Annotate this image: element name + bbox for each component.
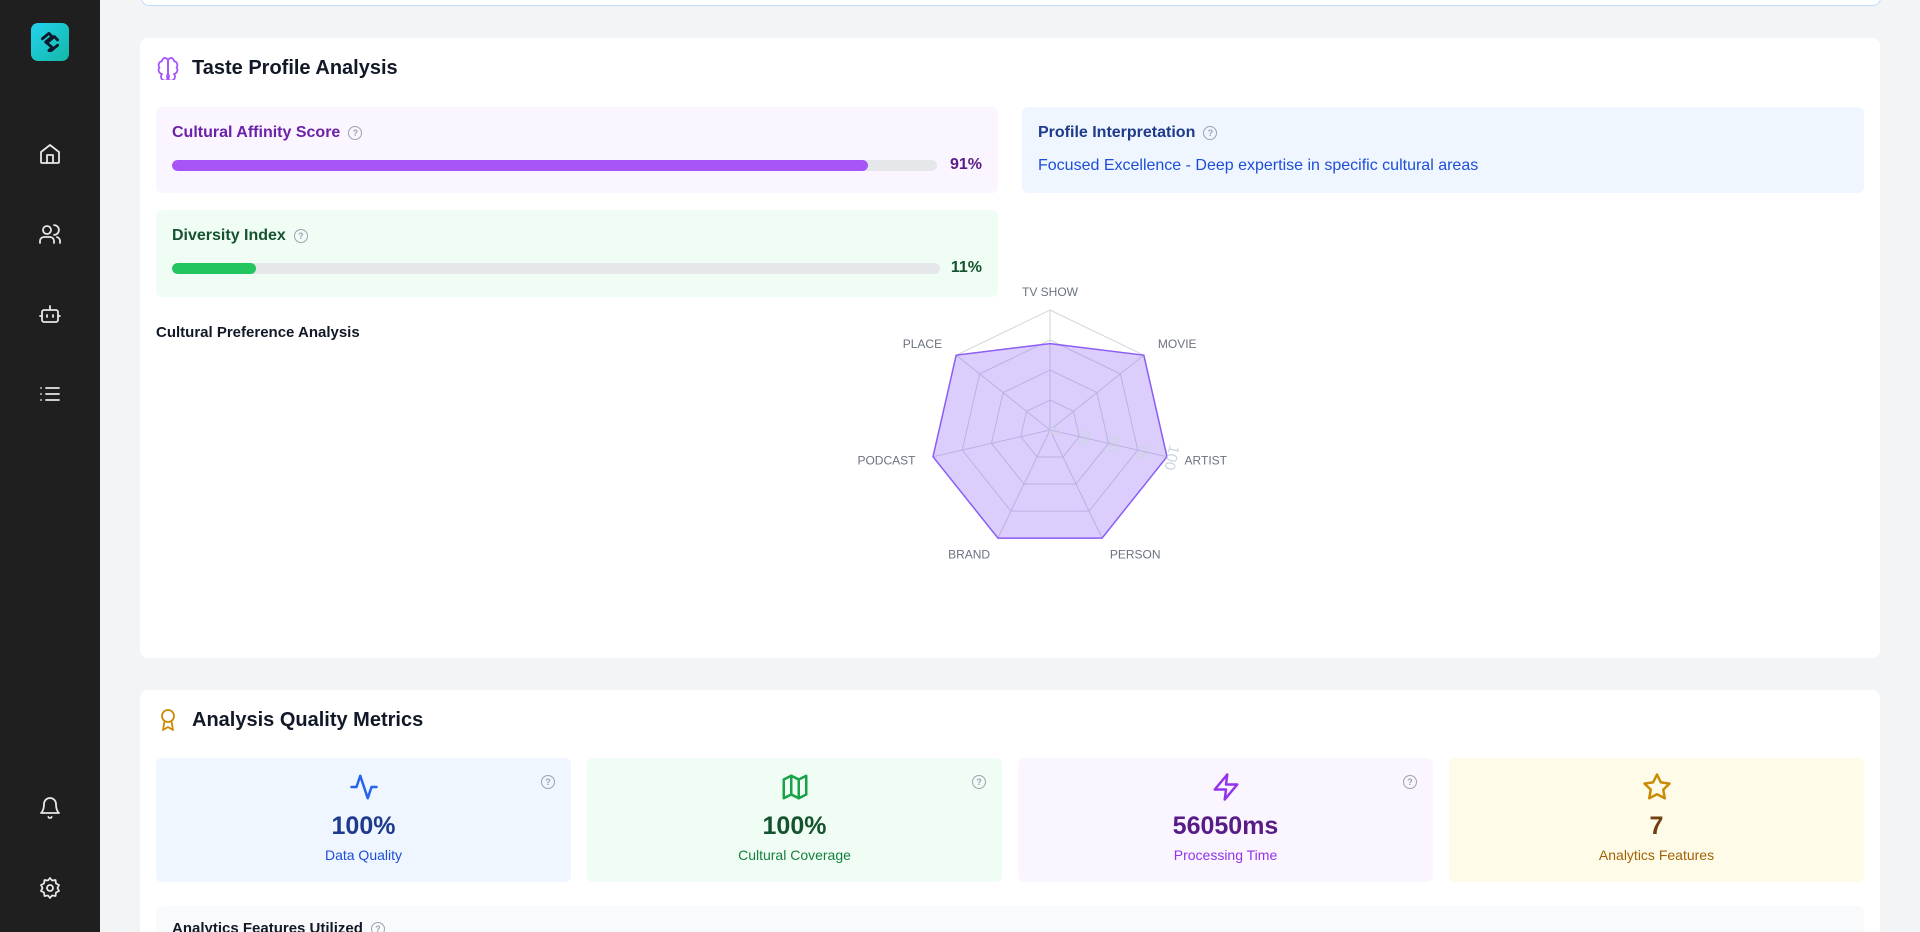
sidebar [0, 0, 100, 932]
profile-interpretation-box: Profile Interpretation ? Focused Excelle… [1022, 107, 1864, 193]
stat-value: 100% [762, 812, 827, 840]
stat-cultural-coverage: 100% Cultural Coverage ? [587, 758, 1002, 882]
help-icon[interactable]: ? [1403, 775, 1417, 789]
radar-axis-label: PERSON [1110, 547, 1161, 561]
radar-spoke [997, 429, 1051, 539]
award-icon [161, 709, 175, 731]
bot-icon[interactable] [36, 300, 64, 328]
features-title: Analytics Features Utilized [172, 920, 363, 932]
zap-icon [1213, 773, 1238, 801]
activity-icon [349, 774, 378, 800]
radar-data-area [932, 342, 1168, 539]
radar-tick-label: 25 [1073, 428, 1093, 448]
stat-data-quality: 100% Data Quality ? [156, 758, 571, 882]
quality-title: Analysis Quality Metrics [192, 708, 424, 731]
stat-value: 56050ms [1172, 812, 1279, 840]
stat-value: 7 [1649, 812, 1664, 840]
diversity-percent: 11% [950, 259, 982, 276]
diversity-bar-track [172, 263, 940, 274]
affinity-percent: 91% [949, 156, 982, 173]
help-icon[interactable]: ? [1203, 126, 1218, 140]
radar-spoke [1049, 429, 1168, 458]
taste-profile-title: Taste Profile Analysis [192, 56, 398, 79]
help-icon[interactable]: ? [348, 126, 363, 140]
settings-icon[interactable] [36, 874, 64, 902]
quality-header: Analysis Quality Metrics [156, 708, 423, 732]
radar-tick-label: 50 [1103, 434, 1123, 454]
radar-spoke [955, 354, 1051, 431]
affinity-bar-fill [172, 160, 869, 171]
affinity-label-row: Cultural Affinity Score ? [172, 124, 363, 142]
star-icon [1642, 773, 1671, 800]
radar-grid-ring [990, 369, 1110, 485]
radar-spoke [1049, 429, 1103, 539]
features-utilized-box: Analytics Features Utilized ? [156, 906, 1864, 932]
main-content: Taste Profile Analysis Cultural Affinity… [100, 0, 1920, 932]
taste-profile-header: Taste Profile Analysis [156, 56, 398, 80]
radar-grid-ring [1020, 399, 1080, 458]
help-icon[interactable]: ? [972, 775, 986, 789]
help-icon[interactable]: ? [370, 921, 385, 932]
users-icon[interactable] [36, 220, 64, 248]
radar-axis-label: PLACE [903, 337, 942, 351]
radar-tick-label: 0 [1045, 425, 1063, 437]
affinity-score-box: Cultural Affinity Score ? 91% [156, 107, 998, 193]
radar-axis-label: ARTIST [1185, 454, 1228, 468]
previous-card-edge [141, 0, 1881, 6]
help-icon[interactable]: ? [293, 229, 308, 243]
stat-label: Processing Time [1173, 847, 1278, 863]
stat-label: Cultural Coverage [738, 847, 851, 863]
preference-title: Cultural Preference Analysis [156, 324, 360, 341]
stat-label: Data Quality [324, 847, 403, 863]
features-title-row: Analytics Features Utilized ? [172, 920, 385, 932]
radar-axis-label: MOVIE [1158, 337, 1197, 351]
brain-icon [157, 57, 179, 80]
stat-label: Analytics Features [1598, 847, 1715, 863]
stat-processing-time: 56050ms Processing Time ? [1018, 758, 1433, 882]
diversity-label-row: Diversity Index ? [172, 227, 308, 245]
taste-profile-card: Taste Profile Analysis Cultural Affinity… [140, 38, 1880, 658]
radar-spoke [1049, 354, 1145, 431]
stat-analytics-features: 7 Analytics Features [1449, 758, 1864, 882]
radar-spoke [932, 429, 1051, 458]
map-icon [782, 774, 807, 800]
home-icon[interactable] [36, 140, 64, 168]
diversity-label: Diversity Index [172, 227, 286, 244]
interpretation-label: Profile Interpretation [1038, 124, 1196, 141]
diversity-bar-fill [172, 263, 257, 274]
quality-metrics-card: Analysis Quality Metrics 100% Data Quali… [140, 690, 1880, 932]
radar-tick-label: 100 [1160, 444, 1182, 472]
affinity-bar-track [172, 160, 937, 171]
diversity-index-box: Diversity Index ? 11% [156, 210, 998, 297]
bell-icon[interactable] [36, 794, 64, 822]
list-icon[interactable] [36, 380, 64, 408]
logo-icon[interactable] [31, 23, 69, 61]
affinity-label: Cultural Affinity Score [172, 124, 341, 141]
radar-axis-label: TV SHOW [1022, 285, 1079, 299]
stat-value: 100% [331, 812, 396, 840]
interpretation-label-row: Profile Interpretation ? [1038, 124, 1218, 142]
radar-axis-label: BRAND [948, 547, 990, 561]
help-icon[interactable]: ? [541, 775, 555, 789]
radar-tick-label: 75 [1132, 441, 1152, 461]
radar-axis-label: PODCAST [857, 454, 916, 468]
radar-grid-ring [961, 339, 1139, 512]
interpretation-text: Focused Excellence - Deep expertise in s… [1038, 157, 1479, 174]
radar-chart: TV SHOW MOVIE ARTIST PERSON BRAND PODCAST PLAC… [857, 285, 1228, 561]
